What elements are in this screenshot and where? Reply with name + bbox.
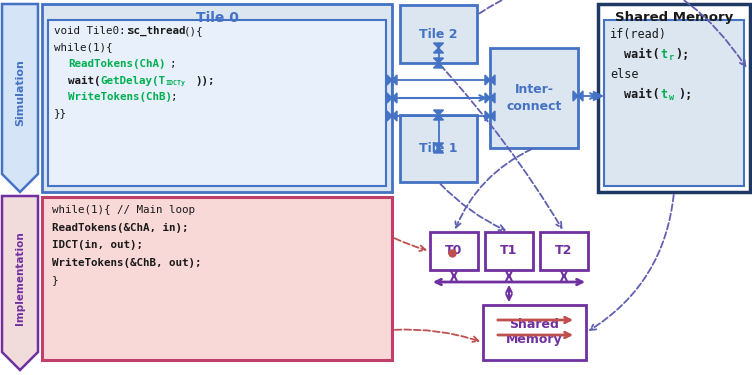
Text: Simulation: Simulation bbox=[15, 60, 25, 126]
Text: ReadTokens(&ChA, in);: ReadTokens(&ChA, in); bbox=[52, 222, 189, 232]
Text: IDCTy: IDCTy bbox=[165, 80, 185, 86]
Polygon shape bbox=[433, 58, 444, 63]
Bar bbox=[490, 48, 578, 148]
Polygon shape bbox=[433, 43, 444, 48]
Text: wait(: wait( bbox=[624, 48, 660, 61]
Text: }: } bbox=[52, 275, 59, 285]
Text: ));: )); bbox=[195, 75, 214, 86]
Polygon shape bbox=[392, 111, 397, 121]
Bar bbox=[48, 20, 386, 186]
Text: if(read): if(read) bbox=[610, 28, 667, 41]
Text: r: r bbox=[669, 53, 674, 62]
Text: );: ); bbox=[675, 48, 690, 61]
Text: Tile 2: Tile 2 bbox=[420, 27, 458, 40]
Text: t: t bbox=[660, 88, 667, 101]
Polygon shape bbox=[392, 93, 397, 103]
Text: );: ); bbox=[678, 88, 693, 101]
Text: WriteTokens(ChB): WriteTokens(ChB) bbox=[68, 92, 172, 102]
Text: T1: T1 bbox=[500, 244, 517, 258]
Text: }}: }} bbox=[54, 108, 67, 118]
Polygon shape bbox=[485, 93, 490, 103]
Bar bbox=[540, 232, 588, 270]
Polygon shape bbox=[433, 115, 444, 120]
Text: T0: T0 bbox=[445, 244, 462, 258]
Polygon shape bbox=[573, 91, 578, 101]
Text: GetDelay(T: GetDelay(T bbox=[100, 75, 165, 86]
Text: T2: T2 bbox=[555, 244, 573, 258]
Text: sc_thread: sc_thread bbox=[127, 26, 186, 36]
Text: else: else bbox=[610, 68, 638, 81]
Polygon shape bbox=[433, 143, 444, 148]
Text: Tile 1: Tile 1 bbox=[420, 142, 458, 155]
Text: Shared Memory: Shared Memory bbox=[615, 12, 733, 24]
Bar bbox=[400, 5, 477, 63]
Text: ;: ; bbox=[171, 92, 177, 102]
Polygon shape bbox=[433, 148, 444, 153]
Polygon shape bbox=[490, 111, 495, 121]
Polygon shape bbox=[387, 75, 392, 85]
Polygon shape bbox=[578, 91, 583, 101]
Text: Shared
Memory: Shared Memory bbox=[506, 318, 562, 346]
Text: Implementation: Implementation bbox=[15, 231, 25, 325]
Polygon shape bbox=[433, 63, 444, 68]
Bar bbox=[598, 4, 750, 192]
Polygon shape bbox=[490, 93, 495, 103]
Polygon shape bbox=[593, 92, 602, 100]
Polygon shape bbox=[2, 196, 38, 370]
Text: IDCT(in, out);: IDCT(in, out); bbox=[52, 240, 143, 250]
Text: ;: ; bbox=[170, 59, 177, 69]
Text: WriteTokens(&ChB, out);: WriteTokens(&ChB, out); bbox=[52, 258, 202, 267]
Bar bbox=[400, 115, 477, 182]
Text: while(1){: while(1){ bbox=[54, 42, 113, 52]
Polygon shape bbox=[387, 111, 392, 121]
Text: Tile 0: Tile 0 bbox=[196, 11, 238, 25]
Text: wait(: wait( bbox=[68, 75, 101, 86]
Polygon shape bbox=[2, 4, 38, 192]
Text: t: t bbox=[660, 48, 667, 61]
Polygon shape bbox=[485, 111, 490, 121]
Polygon shape bbox=[433, 110, 444, 115]
Bar bbox=[42, 197, 392, 360]
Bar bbox=[483, 305, 586, 360]
Polygon shape bbox=[485, 75, 490, 85]
Text: wait(: wait( bbox=[624, 88, 660, 101]
Text: void Tile0::: void Tile0:: bbox=[54, 26, 132, 36]
Polygon shape bbox=[433, 48, 444, 53]
Bar bbox=[485, 232, 533, 270]
Polygon shape bbox=[387, 93, 392, 103]
Bar bbox=[42, 4, 392, 192]
Text: (){: (){ bbox=[184, 26, 204, 36]
Polygon shape bbox=[392, 75, 397, 85]
Text: ReadTokens(ChA): ReadTokens(ChA) bbox=[68, 59, 165, 69]
Text: while(1){ // Main loop: while(1){ // Main loop bbox=[52, 205, 195, 215]
Text: Inter-
connect: Inter- connect bbox=[506, 83, 562, 113]
Polygon shape bbox=[490, 75, 495, 85]
Bar bbox=[604, 20, 744, 186]
Bar bbox=[430, 232, 478, 270]
Text: w: w bbox=[669, 93, 674, 102]
